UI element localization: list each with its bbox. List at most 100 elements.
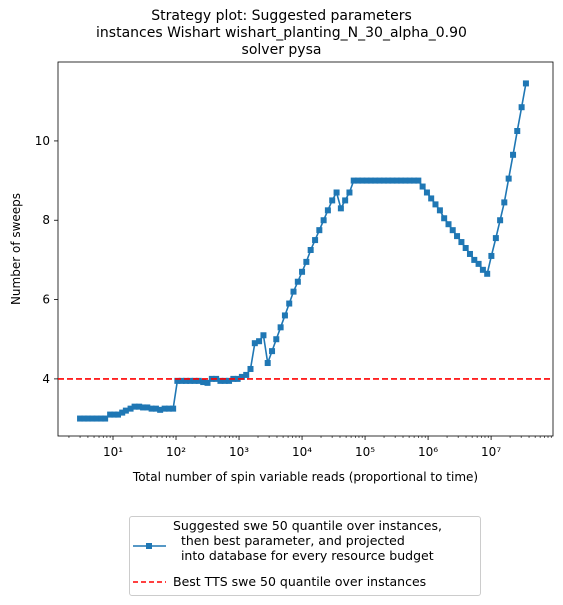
x-tick-label: 10⁷ xyxy=(481,445,501,459)
x-tick-label: 10¹ xyxy=(103,445,123,459)
data-point xyxy=(243,371,250,378)
data-point xyxy=(488,252,495,259)
data-point xyxy=(505,175,512,182)
data-point xyxy=(140,404,147,411)
data-point xyxy=(380,177,387,184)
series-line xyxy=(80,83,527,420)
data-point xyxy=(428,195,435,202)
data-point xyxy=(247,365,254,372)
data-point xyxy=(107,411,114,418)
data-point xyxy=(385,177,392,184)
data-point xyxy=(200,379,207,386)
data-point xyxy=(178,377,185,384)
data-point xyxy=(256,338,263,345)
legend-marker xyxy=(146,543,152,549)
data-point xyxy=(367,177,374,184)
data-point xyxy=(492,235,499,242)
data-point xyxy=(119,409,126,416)
data-point xyxy=(148,405,155,412)
data-point xyxy=(389,177,396,184)
x-tick-label: 10⁴ xyxy=(292,445,312,459)
x-tick-label: 10⁵ xyxy=(355,445,375,459)
data-point xyxy=(376,177,383,184)
data-point xyxy=(484,270,491,277)
data-point xyxy=(415,177,422,184)
data-point xyxy=(122,407,129,414)
legend-swatches xyxy=(133,543,166,583)
data-point xyxy=(238,373,245,380)
data-point xyxy=(299,268,306,275)
data-point xyxy=(195,377,202,384)
data-point xyxy=(479,266,486,273)
data-point xyxy=(170,405,177,412)
data-point xyxy=(411,177,418,184)
data-point xyxy=(462,245,469,252)
data-point xyxy=(131,403,138,410)
data-point xyxy=(324,207,331,214)
data-point xyxy=(303,258,310,265)
chart-title: Strategy plot: Suggested parameters inst… xyxy=(96,8,467,58)
data-point xyxy=(342,197,349,204)
data-point xyxy=(316,227,323,234)
data-point xyxy=(183,377,190,384)
data-point xyxy=(264,360,271,367)
data-point xyxy=(281,312,288,319)
data-point xyxy=(307,246,314,253)
data-point xyxy=(98,415,105,422)
data-point xyxy=(355,177,362,184)
data-point xyxy=(111,411,118,418)
data-point xyxy=(454,233,461,240)
data-point xyxy=(402,177,409,184)
x-tick-label: 10³ xyxy=(229,445,249,459)
data-point xyxy=(436,207,443,214)
x-tick-label: 10⁶ xyxy=(418,445,438,459)
data-point xyxy=(114,411,121,418)
data-point xyxy=(333,189,340,196)
data-point xyxy=(393,177,400,184)
y-tick-label: 4 xyxy=(42,372,50,386)
data-point xyxy=(136,403,143,410)
legend-label: Best TTS swe 50 quantile over instances xyxy=(173,574,427,589)
legend: Suggested swe 50 quantile over instances… xyxy=(129,516,481,596)
data-point xyxy=(127,405,134,412)
data-point xyxy=(217,377,224,384)
data-point xyxy=(449,227,456,234)
data-point xyxy=(144,404,151,411)
data-point xyxy=(84,415,91,422)
data-point xyxy=(226,377,233,384)
data-point xyxy=(174,377,181,384)
legend-label: Suggested swe 50 quantile over instances… xyxy=(173,518,442,563)
data-point xyxy=(471,256,478,263)
y-tick-label: 10 xyxy=(35,134,50,148)
data-point xyxy=(221,377,228,384)
data-point xyxy=(273,336,280,343)
data-point xyxy=(187,377,194,384)
data-point xyxy=(312,237,319,244)
data-point xyxy=(445,221,452,228)
data-point xyxy=(251,340,258,347)
y-tick-label: 6 xyxy=(42,293,50,307)
data-point xyxy=(157,406,164,413)
y-axis-label: Number of sweeps xyxy=(9,193,23,305)
data-point xyxy=(165,405,172,412)
data-point xyxy=(432,201,439,208)
data-point xyxy=(294,278,301,285)
data-point xyxy=(260,332,267,339)
data-point xyxy=(475,260,482,267)
data-point xyxy=(398,177,405,184)
data-point xyxy=(89,415,96,422)
data-point xyxy=(269,348,276,355)
data-point xyxy=(363,177,370,184)
data-point xyxy=(518,104,525,111)
data-point xyxy=(522,80,529,87)
data-point xyxy=(337,205,344,212)
data-point xyxy=(320,217,327,224)
data-point xyxy=(286,300,293,307)
data-point xyxy=(152,405,159,412)
data-point xyxy=(204,379,211,386)
data-point xyxy=(81,415,88,422)
data-point xyxy=(191,377,198,384)
data-point xyxy=(290,288,297,295)
